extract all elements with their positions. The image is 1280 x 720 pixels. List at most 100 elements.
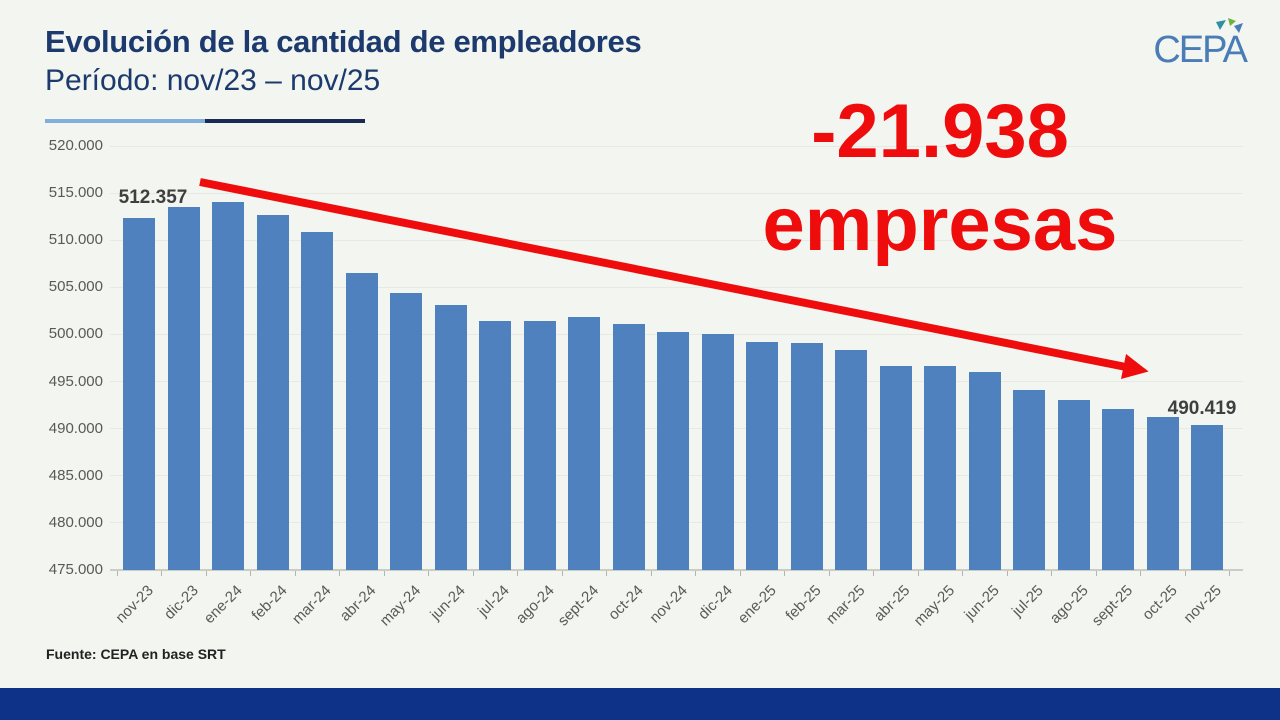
- x-axis-tick: [917, 571, 919, 576]
- x-tick-label: jul-24: [475, 582, 514, 620]
- bar-may-24: [390, 292, 422, 570]
- title-underline: [45, 119, 365, 123]
- y-tick-label: 490.000: [48, 419, 103, 437]
- y-tick-label: 515.000: [48, 184, 103, 202]
- x-axis-tick: [428, 571, 430, 576]
- source-note: Fuente: CEPA en base SRT: [46, 646, 226, 662]
- annotation-line1: -21.938: [811, 89, 1069, 174]
- x-tick-label: mar-25: [823, 582, 870, 628]
- bar-ago-25: [1057, 400, 1090, 570]
- x-tick-label: mar-24: [289, 582, 336, 628]
- bar-sept-25: [1102, 408, 1134, 570]
- bar-dic-23: [167, 207, 200, 570]
- data-label-last: 490.419: [1167, 397, 1237, 419]
- bar-oct-25: [1146, 417, 1179, 570]
- x-axis-tick: [1140, 571, 1142, 576]
- bar-ene-24: [212, 201, 244, 570]
- x-tick-label: sept-25: [1088, 582, 1137, 630]
- bar-feb-25: [790, 342, 823, 570]
- page-title: Evolución de la cantidad de empleadores: [45, 24, 642, 59]
- x-tick-label: jul-25: [1009, 582, 1048, 620]
- x-axis-tick: [472, 571, 474, 576]
- bar-sept-24: [568, 316, 600, 570]
- x-tick-label: dic-24: [694, 582, 736, 623]
- cepa-logo: CEPA: [1146, 18, 1248, 72]
- underline-light-segment: [45, 119, 205, 123]
- x-axis-tick: [1095, 571, 1097, 576]
- x-tick-label: jun-25: [961, 582, 1003, 624]
- x-axis-tick: [606, 571, 608, 576]
- y-tick-label: 480.000: [48, 513, 103, 531]
- y-tick-label: 505.000: [48, 278, 103, 296]
- x-tick-label: feb-25: [782, 582, 825, 625]
- bar-jun-24: [434, 305, 467, 570]
- bar-abr-25: [879, 365, 912, 570]
- annotation-empresas: -21.938 empresas: [700, 86, 1180, 271]
- underline-dark-segment: [205, 119, 365, 123]
- x-tick-label: ene-25: [734, 582, 781, 628]
- logo-text: CEPA: [1153, 29, 1248, 71]
- page-subtitle: Período: nov/23 – nov/25: [45, 64, 381, 97]
- x-tick-label: abr-24: [336, 582, 380, 625]
- x-tick-label: abr-25: [870, 582, 914, 625]
- x-tick-label: nov-23: [112, 582, 158, 627]
- x-tick-label: nov-24: [646, 582, 692, 627]
- x-tick-label: jun-24: [427, 582, 469, 624]
- bar-nov-25: [1191, 424, 1223, 570]
- x-axis-tick: [1184, 571, 1186, 576]
- x-tick-label: ene-24: [200, 582, 247, 628]
- y-tick-label: 500.000: [48, 325, 103, 343]
- bar-dic-24: [701, 334, 734, 570]
- x-tick-label: feb-24: [248, 582, 291, 625]
- x-axis-tick: [650, 571, 652, 576]
- gridline: [110, 145, 1243, 147]
- bar-jul-25: [1013, 390, 1045, 570]
- x-axis-tick: [205, 571, 207, 576]
- bar-abr-24: [345, 273, 378, 570]
- y-tick-label: 485.000: [48, 466, 103, 484]
- bar-ago-24: [523, 321, 556, 570]
- x-tick-label: ago-24: [512, 582, 558, 628]
- bar-mar-25: [835, 349, 867, 570]
- x-axis-tick: [1229, 571, 1231, 576]
- data-label-first: 512.357: [118, 187, 188, 208]
- x-axis-tick: [962, 571, 964, 576]
- bar-oct-24: [612, 324, 645, 570]
- x-tick-label: may-25: [910, 582, 959, 630]
- x-axis-tick: [561, 571, 563, 576]
- bar-mar-24: [301, 231, 333, 570]
- x-axis-tick: [116, 571, 118, 576]
- bar-nov-24: [657, 331, 689, 570]
- bar-feb-24: [256, 214, 289, 570]
- bar-jul-24: [479, 321, 511, 570]
- x-axis-tick: [1051, 571, 1053, 576]
- bottom-bar: [0, 688, 1280, 720]
- logo-mark-icon: [1216, 18, 1243, 33]
- y-tick-label: 520.000: [48, 137, 103, 154]
- x-axis-tick: [294, 571, 296, 576]
- x-axis-tick: [517, 571, 519, 576]
- bar-nov-23: [123, 218, 155, 570]
- x-axis-tick: [739, 571, 741, 576]
- x-axis-tick: [784, 571, 786, 576]
- x-tick-label: dic-23: [160, 582, 202, 623]
- y-tick-label: 510.000: [48, 231, 103, 249]
- bar-jun-25: [968, 372, 1001, 570]
- bar-ene-25: [746, 341, 778, 570]
- x-axis-tick: [828, 571, 830, 576]
- x-axis-tick: [339, 571, 341, 576]
- x-axis-tick: [1006, 571, 1008, 576]
- y-tick-label: 475.000: [48, 561, 103, 578]
- bar-may-25: [924, 366, 956, 570]
- x-axis-tick: [383, 571, 385, 576]
- annotation-line2: empresas: [762, 181, 1118, 267]
- y-tick-label: 495.000: [48, 372, 103, 390]
- x-tick-label: oct-24: [605, 582, 647, 624]
- x-tick-label: oct-25: [1139, 582, 1181, 624]
- x-axis-line: [110, 569, 1243, 571]
- x-tick-label: sept-24: [554, 582, 603, 630]
- x-axis-tick: [695, 571, 697, 576]
- x-tick-label: ago-25: [1046, 582, 1092, 628]
